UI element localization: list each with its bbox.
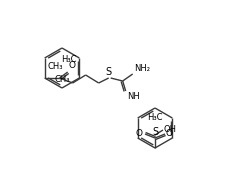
- Text: O: O: [136, 129, 143, 138]
- Text: CH₃: CH₃: [48, 62, 63, 71]
- Text: H₃C: H₃C: [61, 55, 76, 64]
- Text: NH: NH: [127, 92, 139, 101]
- Text: S: S: [152, 127, 158, 137]
- Text: OH: OH: [164, 125, 177, 134]
- Text: H₃C: H₃C: [147, 113, 163, 122]
- Text: S: S: [106, 67, 112, 77]
- Text: O: O: [166, 129, 173, 138]
- Text: NH₂: NH₂: [134, 64, 150, 73]
- Text: CH₃: CH₃: [54, 75, 70, 84]
- Text: O: O: [69, 61, 76, 70]
